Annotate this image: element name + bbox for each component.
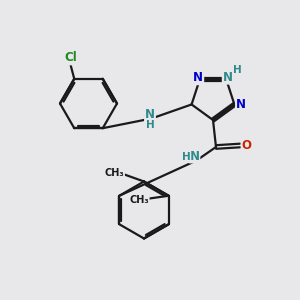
Text: H: H (233, 65, 242, 75)
Text: Cl: Cl (64, 51, 77, 64)
Text: CH₃: CH₃ (130, 195, 149, 205)
Text: N: N (236, 98, 246, 111)
Text: N: N (189, 149, 200, 163)
Text: CH₃: CH₃ (105, 167, 124, 178)
Text: N: N (223, 71, 233, 84)
Text: O: O (242, 139, 252, 152)
Text: N: N (193, 71, 203, 84)
Text: H: H (146, 120, 154, 130)
Text: H: H (182, 152, 190, 162)
Text: N: N (145, 108, 155, 122)
